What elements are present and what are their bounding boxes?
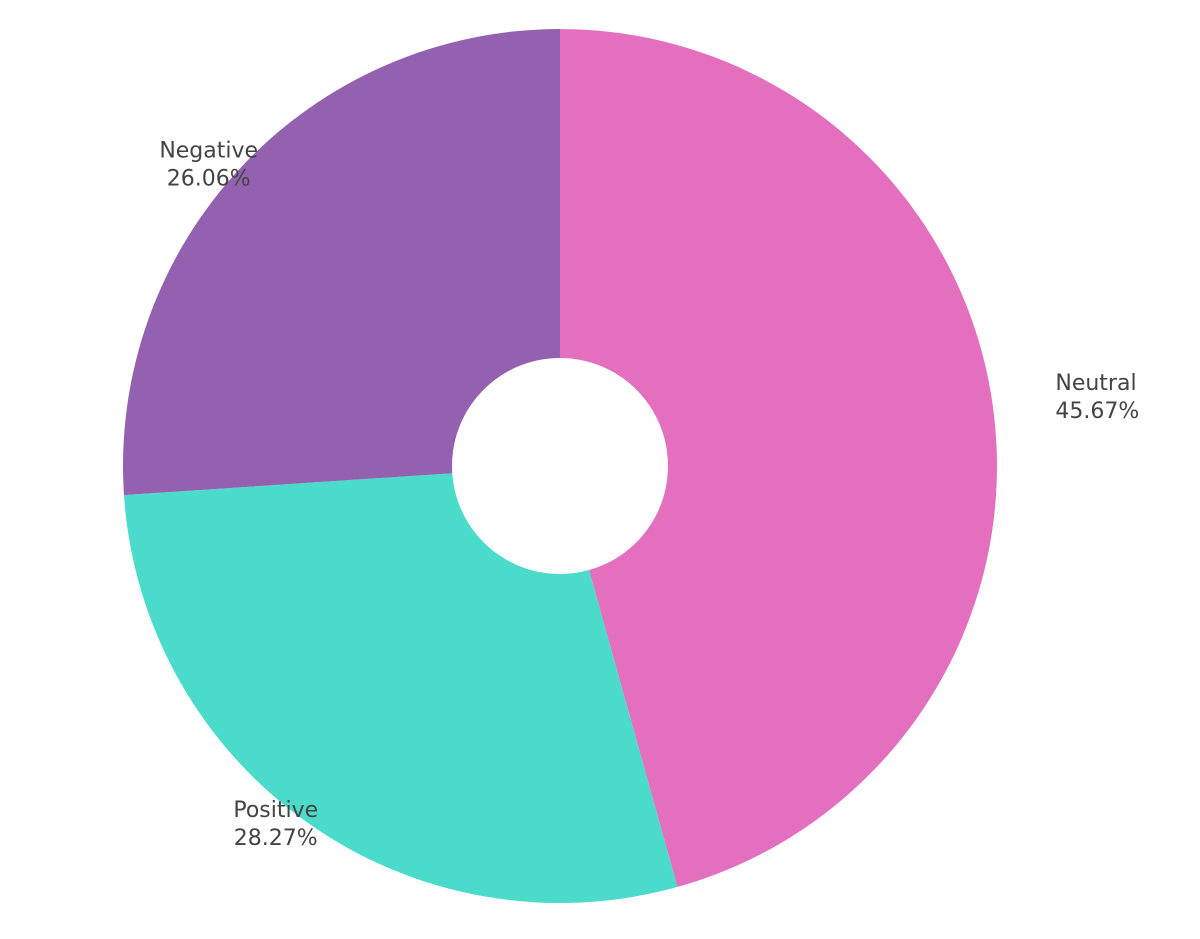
slice-value-label: 28.27% [234,826,318,851]
slice-value-label: 45.67% [1055,399,1139,424]
slice-label: Negative [159,138,258,163]
slice-label: Positive [233,798,318,823]
donut-slice [122,29,560,496]
donut-slice [123,473,678,903]
slice-value-label: 26.06% [167,166,251,191]
slice-label: Neutral [1055,371,1136,396]
donut-slice [560,29,997,887]
